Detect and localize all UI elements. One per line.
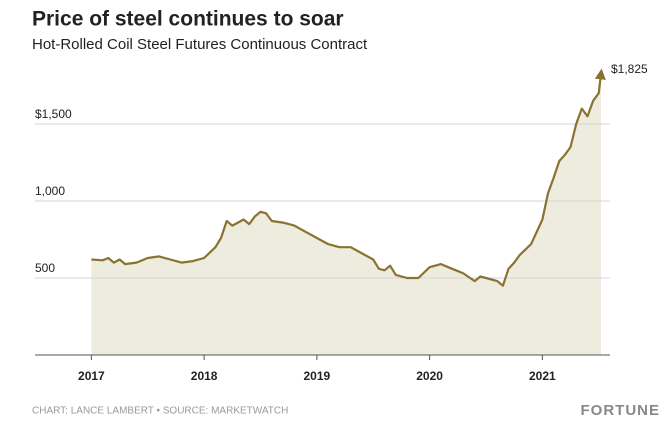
x-tick-label: 2021: [529, 369, 556, 383]
x-tick-label: 2020: [416, 369, 443, 383]
chart-subtitle: Hot-Rolled Coil Steel Futures Continuous…: [32, 36, 368, 53]
x-tick-label: 2019: [304, 369, 331, 383]
value-label: $1,825: [611, 62, 648, 76]
y-tick-label: 1,000: [35, 184, 65, 198]
y-tick-label: $1,500: [35, 107, 72, 121]
brand: FORTUNE: [581, 402, 661, 419]
line: [91, 68, 606, 287]
area: [91, 73, 601, 356]
x-tick-label: 2018: [191, 369, 218, 383]
chart-title: Price of steel continues to soar: [32, 8, 344, 31]
source: CHART: LANCE LAMBERT • SOURCE: MARKETWAT…: [32, 406, 288, 417]
y-tick-label: 500: [35, 261, 55, 275]
x-tick-label: 2017: [78, 369, 105, 383]
